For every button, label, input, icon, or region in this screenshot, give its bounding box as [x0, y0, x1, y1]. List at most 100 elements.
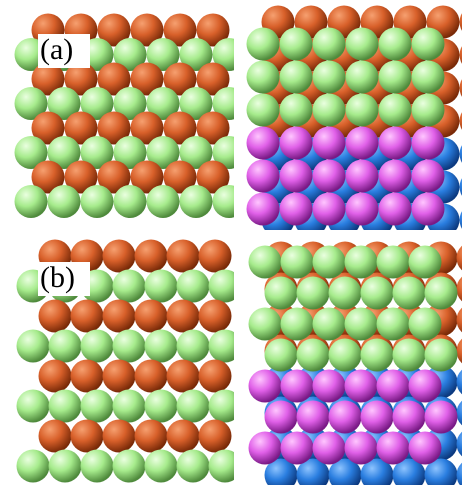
sphere: [212, 38, 234, 71]
sphere: [113, 87, 147, 120]
sphere: [130, 160, 164, 194]
sphere: [392, 338, 426, 372]
sphere: [163, 160, 197, 194]
sphere: [248, 245, 282, 279]
sphere: [97, 62, 131, 96]
sphere: [344, 431, 378, 465]
sphere: [97, 13, 131, 47]
sphere: [248, 431, 282, 465]
sphere: [80, 449, 114, 483]
sphere: [376, 431, 410, 465]
sphere: [16, 329, 50, 363]
sphere: [246, 126, 280, 160]
sphere: [408, 307, 442, 341]
sphere: [411, 93, 445, 127]
sphere: [16, 449, 50, 483]
sphere: [280, 245, 314, 279]
sphere: [411, 192, 445, 226]
sphere: [64, 160, 98, 194]
sphere: [179, 87, 213, 120]
sphere: [246, 27, 280, 61]
sphere: [80, 136, 114, 169]
sphere: [208, 389, 234, 423]
sphere: [208, 329, 234, 363]
sphere: [459, 211, 462, 229]
sphere: [360, 458, 394, 485]
sphere: [459, 178, 462, 196]
sphere: [279, 93, 313, 127]
sphere: [344, 307, 378, 341]
sphere: [70, 359, 104, 393]
sphere: [146, 38, 180, 71]
panel-b-left: [16, 239, 234, 483]
sphere: [408, 245, 442, 279]
sphere: [179, 38, 213, 71]
sphere: [345, 93, 379, 127]
sphere: [345, 159, 379, 193]
sphere: [48, 329, 82, 363]
sphere: [208, 449, 234, 483]
sphere: [48, 449, 82, 483]
panel-label: (b): [40, 261, 75, 294]
sphere: [328, 458, 362, 485]
sphere: [459, 112, 462, 130]
sphere: [97, 160, 131, 194]
sphere: [456, 245, 462, 271]
sphere: [264, 338, 298, 372]
sphere: [163, 13, 197, 47]
sphere: [345, 60, 379, 94]
sphere: [134, 239, 168, 273]
sphere: [134, 419, 168, 453]
sphere: [248, 307, 282, 341]
sphere: [328, 338, 362, 372]
sphere: [112, 269, 146, 303]
sphere: [112, 389, 146, 423]
sphere: [198, 239, 232, 273]
sphere: [459, 46, 462, 64]
sphere: [378, 93, 412, 127]
sphere: [378, 60, 412, 94]
sphere: [411, 60, 445, 94]
sphere: [280, 307, 314, 341]
sphere: [80, 87, 114, 120]
sphere: [392, 458, 426, 485]
sphere: [280, 369, 314, 403]
sphere: [31, 111, 65, 145]
sphere: [392, 276, 426, 310]
sphere: [328, 400, 362, 434]
sphere: [176, 389, 210, 423]
sphere: [279, 192, 313, 226]
sphere: [360, 400, 394, 434]
sphere: [212, 136, 234, 169]
sphere: [70, 419, 104, 453]
sphere: [102, 359, 136, 393]
sphere: [312, 159, 346, 193]
sphere: [198, 299, 232, 333]
sphere: [47, 87, 81, 120]
sphere: [459, 13, 462, 31]
sphere: [212, 87, 234, 120]
sphere: [296, 458, 330, 485]
sphere: [38, 299, 72, 333]
sphere: [312, 431, 346, 465]
sphere: [411, 126, 445, 160]
sphere: [176, 269, 210, 303]
sphere: [112, 329, 146, 363]
sphere: [264, 458, 298, 485]
sphere: [456, 369, 462, 395]
sphere: [198, 419, 232, 453]
sphere: [64, 62, 98, 96]
sphere: [424, 276, 458, 310]
sphere: [246, 60, 280, 94]
sphere: [408, 431, 442, 465]
sphere: [112, 449, 146, 483]
sphere: [264, 400, 298, 434]
sphere: [64, 111, 98, 145]
sphere: [97, 111, 131, 145]
sphere: [345, 126, 379, 160]
sphere: [144, 269, 178, 303]
sphere: [196, 62, 230, 96]
sphere: [38, 359, 72, 393]
sphere: [166, 239, 200, 273]
sphere: [38, 419, 72, 453]
